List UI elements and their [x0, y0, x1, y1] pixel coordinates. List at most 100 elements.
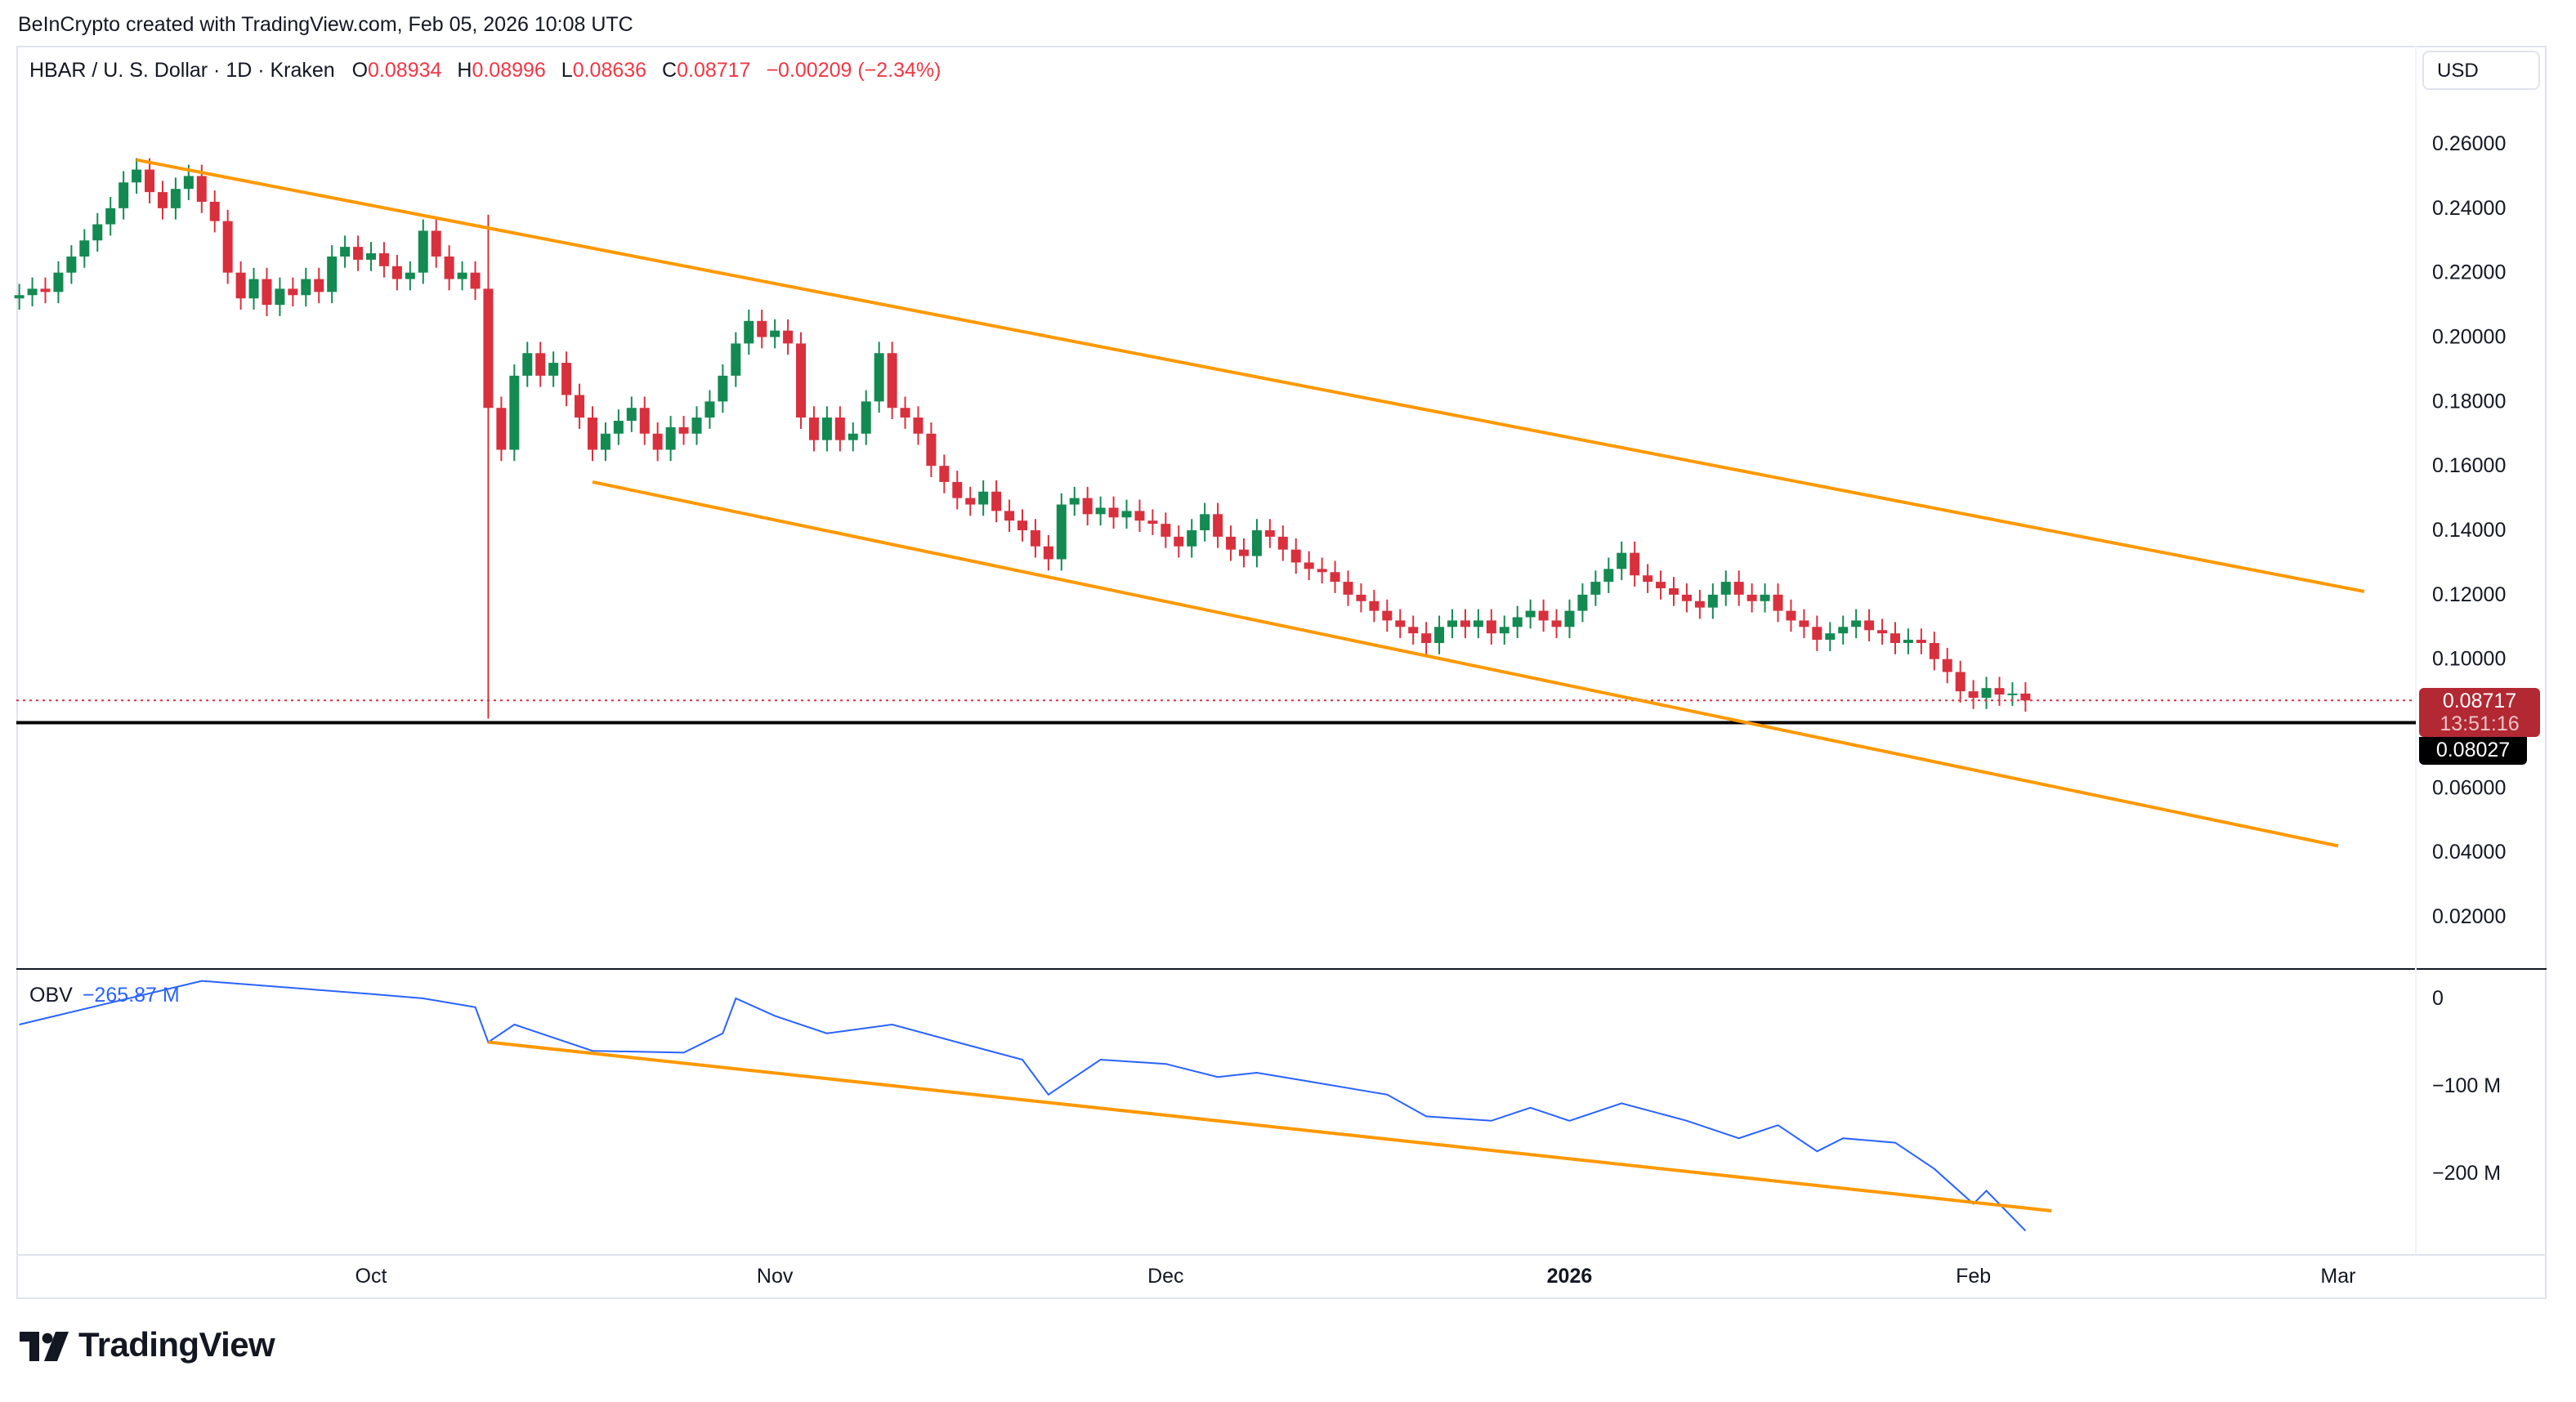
price-tick-label: 0.04000 — [2432, 841, 2506, 864]
candle-up — [1707, 594, 1718, 608]
candle-down — [652, 433, 663, 450]
candle-up — [1981, 688, 1992, 699]
candle-up — [340, 247, 351, 257]
candle-down — [145, 169, 155, 193]
candle-down — [535, 353, 546, 376]
candle-down — [1551, 620, 1562, 627]
candle-down — [1395, 620, 1406, 627]
candle-down — [1421, 633, 1432, 644]
candle-down — [1799, 620, 1809, 627]
candle-down — [1343, 582, 1353, 595]
candle-down — [1955, 672, 1966, 692]
candle-down — [470, 272, 481, 289]
candle-down — [1773, 594, 1783, 611]
candle-up — [183, 176, 194, 190]
candle-up — [626, 408, 637, 422]
change-value: −0.00209 (−2.34%) — [766, 59, 941, 82]
candle-down — [1082, 498, 1093, 515]
candle-down — [1812, 627, 1822, 641]
candle-down — [1681, 594, 1692, 601]
candle-down — [1213, 514, 1223, 537]
candle-down — [1134, 511, 1145, 521]
candle-down — [288, 288, 298, 296]
candle-down — [1161, 524, 1171, 537]
candle-up — [1187, 530, 1197, 547]
chart-frame — [16, 46, 2547, 1299]
candle-down — [1226, 536, 1237, 550]
candle-up — [1525, 610, 1536, 618]
candle-down — [1746, 594, 1757, 601]
candle-up — [718, 375, 728, 402]
candle-down — [483, 288, 494, 409]
candle-down — [1942, 659, 1952, 672]
currency-button[interactable]: USD — [2422, 51, 2540, 90]
candle-up — [522, 353, 533, 376]
candle-up — [744, 320, 754, 344]
candle-down — [1630, 552, 1640, 576]
candle-up — [1121, 511, 1132, 518]
close-label: C — [662, 59, 678, 82]
tradingview-logo[interactable]: TradingView — [20, 1327, 275, 1366]
obv-value: −265.87 M — [82, 984, 180, 1007]
symbol-title[interactable]: HBAR / U. S. Dollar · 1D · Kraken — [29, 59, 335, 82]
candle-up — [1590, 582, 1601, 595]
price-tick-label: 0.22000 — [2432, 261, 2506, 284]
candle-down — [209, 201, 220, 221]
candle-down — [391, 266, 402, 279]
candle-up — [770, 330, 780, 337]
candle-up — [92, 224, 103, 241]
upper-channel-trendline[interactable] — [136, 158, 2365, 593]
candle-down — [1694, 601, 1705, 608]
candle-down — [1356, 594, 1366, 601]
candle-down — [1929, 643, 1939, 659]
candle-down — [926, 433, 937, 467]
obv-tick-label: −100 M — [2432, 1074, 2501, 1097]
time-tick-label: Oct — [356, 1265, 387, 1288]
candle-down — [678, 426, 689, 434]
candle-up — [366, 253, 376, 260]
candle-up — [79, 240, 90, 257]
candle-up — [1095, 507, 1106, 515]
candle-up — [1720, 582, 1731, 595]
candle-up — [1069, 498, 1080, 505]
price-tick-label: 0.10000 — [2432, 648, 2506, 671]
candle-up — [119, 182, 129, 208]
candle-down — [1968, 691, 1979, 699]
obv-line — [19, 980, 2027, 1232]
candle-up — [301, 279, 311, 296]
candle-down — [1538, 610, 1549, 621]
candle-down — [939, 466, 950, 482]
candle-down — [353, 247, 364, 260]
candle-up — [405, 272, 415, 279]
candle-down — [639, 408, 650, 434]
candle-up — [509, 375, 520, 450]
candle-down — [900, 408, 910, 418]
lower-channel-trendline[interactable] — [592, 480, 2339, 848]
candle-down — [262, 279, 272, 306]
candle-up — [105, 208, 116, 225]
candle-up — [978, 491, 989, 505]
time-tick-label: Feb — [1956, 1265, 1991, 1288]
candle-up — [821, 417, 832, 440]
candle-up — [1603, 569, 1614, 583]
candle-down — [1238, 549, 1249, 556]
candle-down — [783, 330, 794, 344]
candle-down — [40, 288, 51, 292]
candle-up — [1617, 552, 1627, 569]
obv-tick-label: −200 M — [2432, 1162, 2501, 1185]
candle-up — [275, 288, 285, 306]
candle-up — [418, 230, 428, 273]
candle-up — [704, 401, 715, 418]
candle-down — [314, 279, 324, 292]
candle-down — [1460, 620, 1470, 627]
candle-down — [575, 395, 585, 418]
last-price: 0.08717 — [2442, 690, 2517, 712]
price-tick-label: 0.02000 — [2432, 905, 2506, 928]
price-tick-label: 0.20000 — [2432, 326, 2506, 349]
candle-down — [1877, 630, 1888, 634]
high-label: H — [457, 59, 472, 82]
obv-trendline[interactable] — [488, 1040, 2052, 1212]
candle-up — [1825, 633, 1836, 641]
candle-down — [965, 498, 976, 505]
